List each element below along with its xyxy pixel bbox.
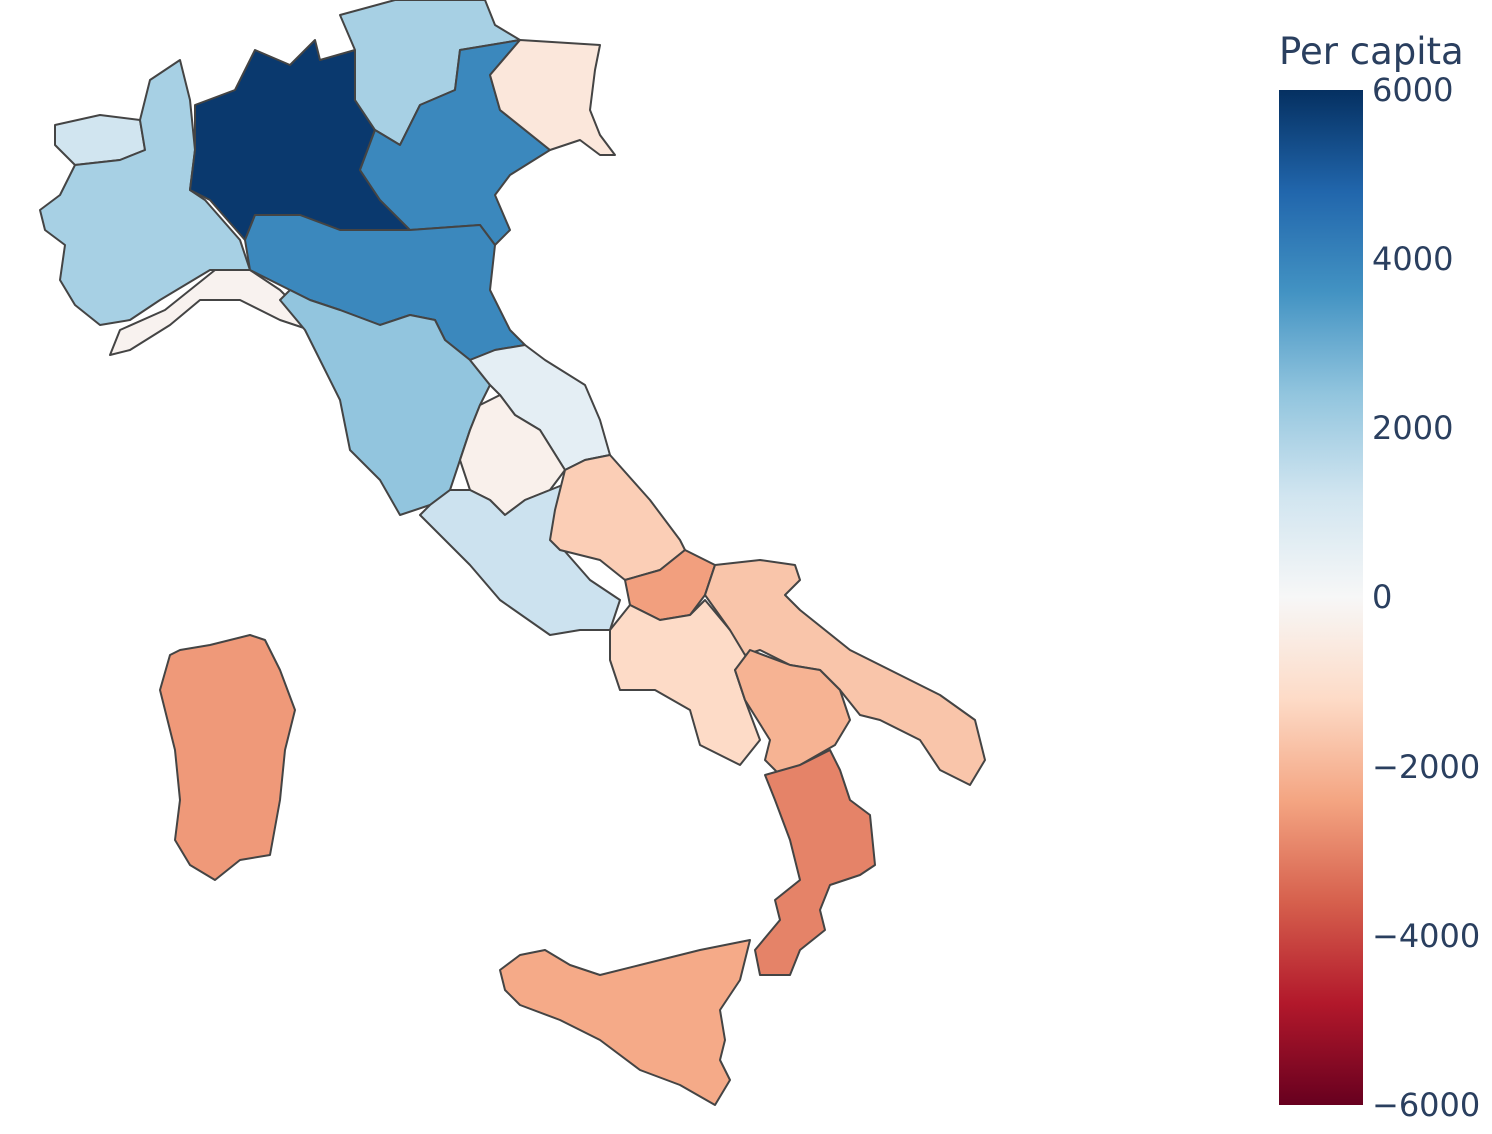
colorbar-tick: −2000: [1372, 748, 1481, 786]
region-friuli-venezia-giulia[interactable]: [489, 39, 616, 156]
region-veneto[interactable]: [359, 39, 551, 246]
colorbar-tick: 4000: [1372, 240, 1454, 278]
colorbar-tick: 2000: [1372, 409, 1454, 447]
colorbar-tick: −6000: [1372, 1086, 1481, 1124]
colorbar-tick: 6000: [1372, 71, 1454, 109]
colorbar: [1279, 90, 1363, 1105]
colorbar-tick: −4000: [1372, 917, 1481, 955]
region-calabria[interactable]: [754, 749, 876, 976]
region-lazio[interactable]: [419, 479, 621, 636]
region-sardegna[interactable]: [159, 634, 296, 881]
italy-choropleth-map: [39, 0, 986, 1106]
colorbar-tick: 0: [1372, 578, 1393, 616]
region-basilicata[interactable]: [734, 649, 851, 776]
region-piemonte[interactable]: [39, 59, 251, 326]
region-sicilia[interactable]: [499, 939, 751, 1106]
colorbar-title: Per capita: [1279, 30, 1464, 73]
